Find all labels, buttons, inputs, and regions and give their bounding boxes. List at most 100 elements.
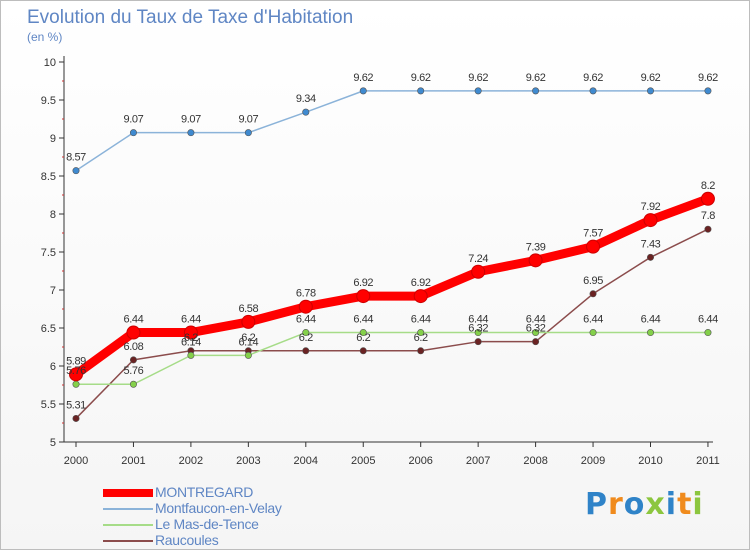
- data-point: [72, 167, 80, 175]
- data-label: 8.57: [66, 152, 86, 164]
- data-label: 7.43: [641, 238, 661, 250]
- data-label: 6.44: [526, 314, 546, 326]
- data-point: [187, 351, 195, 359]
- data-label: 6.08: [124, 341, 144, 353]
- data-label: 6.2: [241, 332, 255, 344]
- legend-label: Raucoules: [155, 532, 219, 548]
- logo-letter: i: [692, 487, 704, 522]
- data-point: [359, 87, 367, 95]
- data-point: [643, 213, 658, 228]
- chart-title: Evolution du Taux de Taxe d'Habitation: [27, 7, 354, 28]
- data-label: 6.92: [353, 277, 373, 289]
- data-label: 9.62: [698, 72, 718, 84]
- data-point: [700, 191, 715, 206]
- series-line: [75, 331, 709, 385]
- x-tick-label: 2006: [408, 455, 432, 467]
- chart-unit-label: (en %): [27, 30, 63, 44]
- data-label: 9.62: [411, 72, 431, 84]
- data-point: [183, 325, 198, 340]
- data-label: 9.07: [238, 114, 258, 126]
- y-tick-label: 8.5: [41, 171, 56, 183]
- series-line: [75, 90, 709, 172]
- data-label: 6.44: [583, 314, 603, 326]
- y-tick-label: 6: [50, 361, 56, 373]
- data-point: [298, 299, 313, 314]
- data-point: [646, 253, 654, 261]
- x-tick-label: 2000: [64, 455, 88, 467]
- x-tick-label: 2011: [696, 455, 720, 467]
- data-point: [589, 87, 597, 95]
- data-label: 6.44: [468, 314, 488, 326]
- data-point: [532, 329, 540, 337]
- data-point: [589, 329, 597, 337]
- data-label: 7.8: [701, 210, 715, 222]
- data-label: 9.62: [583, 72, 603, 84]
- data-point: [72, 414, 80, 422]
- data-label: 6.2: [184, 332, 198, 344]
- series-line: [75, 228, 709, 420]
- data-label: 6.14: [181, 336, 201, 348]
- data-point: [187, 129, 195, 137]
- data-point: [471, 264, 486, 279]
- y-tick-label: 5.5: [41, 399, 56, 411]
- data-point: [474, 338, 482, 346]
- data-label: 7.24: [468, 253, 488, 265]
- data-point: [126, 325, 141, 340]
- data-label: 6.78: [296, 288, 316, 300]
- data-label: 9.07: [181, 114, 201, 126]
- logo-letter: i: [665, 487, 678, 522]
- x-tick-label: 2005: [351, 455, 375, 467]
- data-label: 6.32: [468, 323, 488, 335]
- data-point: [129, 356, 137, 364]
- series-line: [71, 194, 713, 379]
- data-point: [244, 129, 252, 137]
- data-point: [72, 380, 80, 388]
- data-label: 6.58: [238, 303, 258, 315]
- y-tick-label: 7: [50, 285, 56, 297]
- logo-letter: t: [677, 487, 693, 522]
- legend-swatch: [103, 489, 153, 497]
- x-tick-label: 2008: [523, 455, 547, 467]
- data-label: 6.44: [698, 314, 718, 326]
- x-tick-label: 2004: [294, 455, 318, 467]
- data-label: 6.32: [526, 323, 546, 335]
- y-tick-label: 7.5: [41, 247, 56, 259]
- proxiti-logo: Proxiti: [585, 487, 704, 522]
- data-point: [586, 239, 601, 254]
- data-point: [704, 329, 712, 337]
- logo-letter: r: [608, 487, 624, 522]
- y-tick-label: 9.5: [41, 95, 56, 107]
- logo-letter: x: [645, 487, 666, 522]
- data-label: 8.2: [701, 180, 715, 192]
- data-point: [129, 380, 137, 388]
- data-point: [704, 87, 712, 95]
- x-tick-label: 2007: [466, 455, 490, 467]
- data-label: 6.44: [411, 314, 431, 326]
- legend-label: Le Mas-de-Tence: [155, 516, 259, 532]
- logo-letter: o: [623, 487, 646, 522]
- x-tick-label: 2001: [121, 455, 145, 467]
- x-tick-label: 2010: [638, 455, 662, 467]
- data-point: [417, 87, 425, 95]
- data-label: 6.44: [124, 314, 144, 326]
- data-point: [474, 87, 482, 95]
- logo-letter: P: [585, 487, 608, 522]
- data-label: 6.14: [238, 336, 258, 348]
- data-label: 6.95: [583, 275, 603, 287]
- data-label: 6.44: [296, 314, 316, 326]
- data-label: 9.62: [353, 72, 373, 84]
- x-tick-label: 2003: [236, 455, 260, 467]
- legend-label: Montfaucon-en-Velay: [155, 500, 282, 516]
- data-label: 6.92: [411, 277, 431, 289]
- y-tick-label: 6.5: [41, 323, 56, 335]
- y-tick-label: 8: [50, 209, 56, 221]
- data-label: 7.39: [526, 241, 546, 253]
- data-label: 5.76: [66, 365, 86, 377]
- data-point: [532, 338, 540, 346]
- data-point: [474, 329, 482, 337]
- data-label: 7.92: [641, 201, 661, 213]
- data-point: [589, 290, 597, 298]
- data-point: [241, 314, 256, 329]
